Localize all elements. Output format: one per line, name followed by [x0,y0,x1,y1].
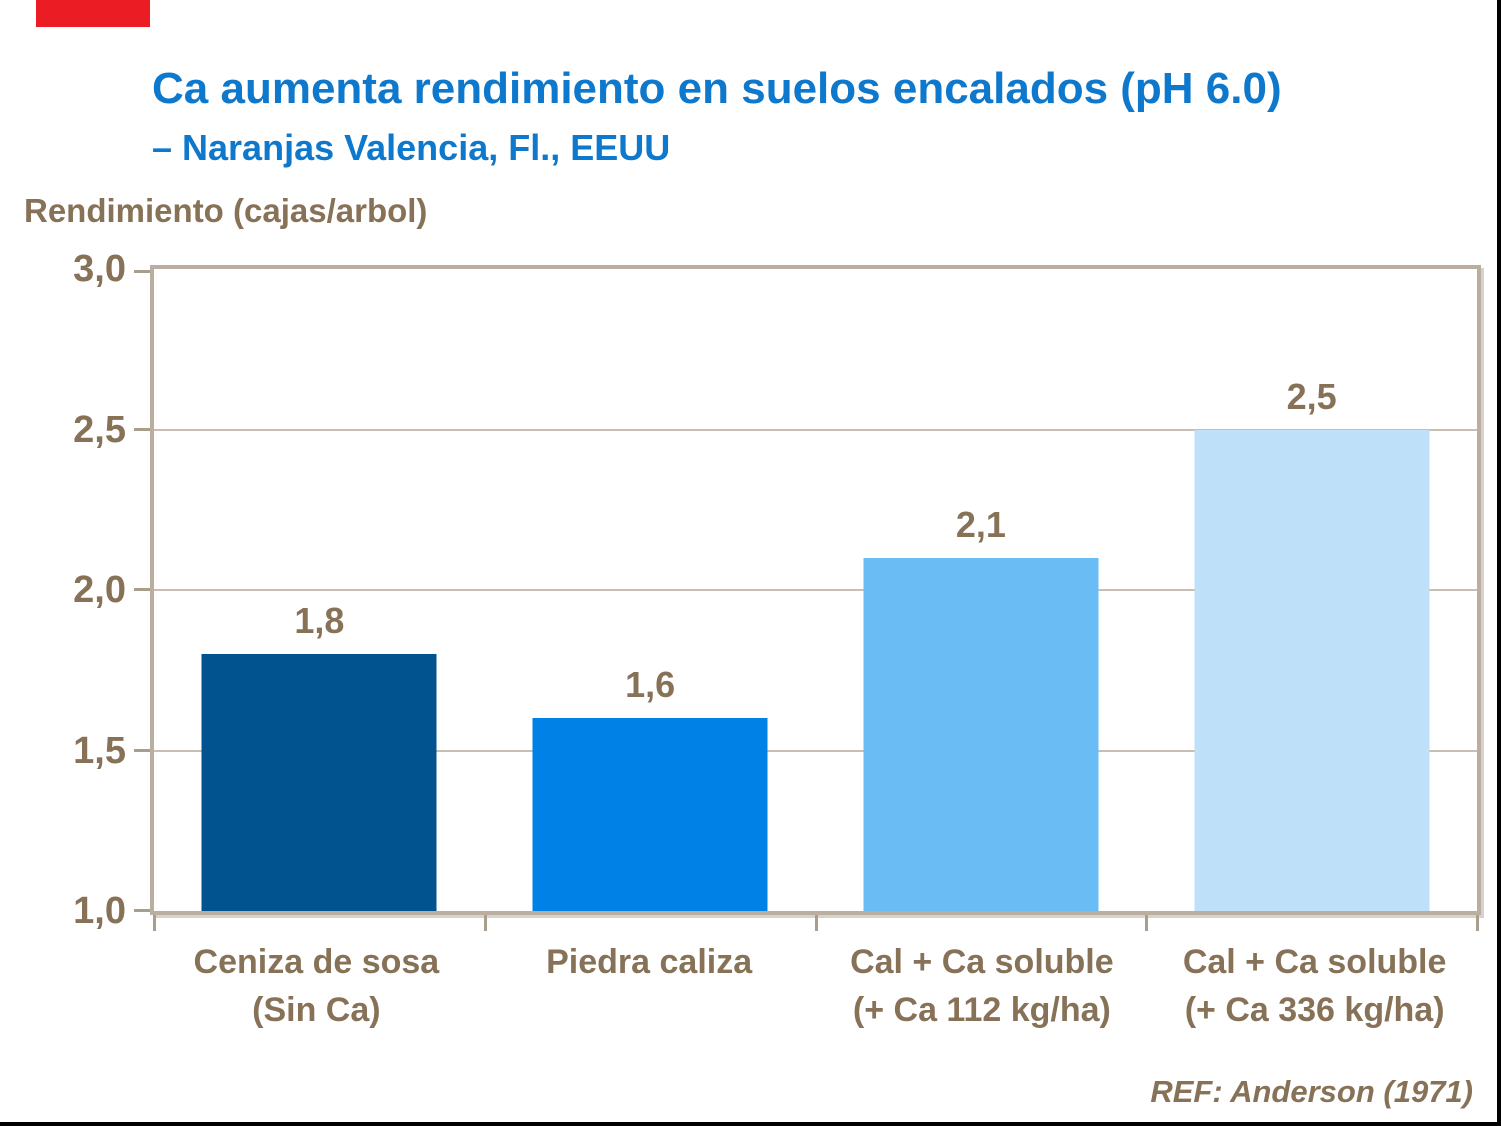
category-label: Piedra caliza [483,938,816,1034]
y-tick-label: 1,5 [73,729,126,772]
bar-slot: 2,1 [816,269,1147,911]
bar [863,557,1099,911]
bar [532,718,768,911]
x-axis-labels: Ceniza de sosa (Sin Ca) Piedra caliza Ca… [150,938,1481,1034]
x-tick-mark [1476,915,1479,931]
chart-subtitle: – Naranjas Valencia, Fl., EEUU [152,127,671,168]
y-tick-label: 2,0 [73,569,126,611]
y-tick-label: 3,0 [73,248,126,290]
bar-slot: 1,6 [485,269,816,911]
category-label: Cal + Ca soluble (+ Ca 112 kg/ha) [816,938,1149,1034]
plot-area: 1,8 1,6 2,1 2,5 [134,265,1481,931]
category-label-line: Piedra caliza [546,943,753,981]
category-label-line: Cal + Ca soluble [850,943,1114,981]
y-tick-label: 1,0 [73,890,126,932]
x-tick-mark [483,915,487,931]
bar [1194,429,1430,911]
gridline [154,428,1477,431]
category-label-line: Ceniza de sosa [193,943,440,981]
y-axis-title: Rendimiento (cajas/arbol) [24,192,428,229]
y-tick-mark [134,427,150,431]
y-tick-mark [134,588,150,591]
corner-red-flag [36,0,150,27]
category-label: Cal + Ca soluble (+ Ca 336 kg/ha) [1148,938,1481,1034]
bar-value-label: 2,1 [955,503,1006,545]
category-label-line: (+ Ca 336 kg/ha) [1184,991,1445,1029]
bar-value-label: 2,5 [1286,375,1337,417]
y-tick-label: 2,5 [73,408,126,451]
bar-value-label: 1,6 [625,664,676,706]
x-tick-mark [1145,915,1149,931]
category-label-line: (+ Ca 112 kg/ha) [852,991,1111,1029]
y-tick-mark [134,269,150,273]
category-label-line: Cal + Ca soluble [1182,943,1447,981]
y-tick-mark [134,909,150,912]
x-tick-mark [814,915,818,931]
category-label: Ceniza de sosa (Sin Ca) [150,938,483,1034]
y-tick-mark [134,748,150,752]
x-tick-mark [153,915,156,931]
bar-value-label: 1,8 [294,600,345,642]
y-axis-labels: 1,0 1,5 2,0 2,5 3,0 [0,248,126,932]
bar-slot: 1,8 [154,269,485,911]
bar [201,654,437,911]
chart-title: Ca aumenta rendimiento en suelos encalad… [152,64,1282,113]
reference-citation: REF: Anderson (1971) [1150,1074,1473,1109]
gridline [154,589,1477,591]
category-label-line: (Sin Ca) [252,991,381,1029]
bar-slot: 2,5 [1146,269,1477,911]
gridline [154,749,1477,752]
